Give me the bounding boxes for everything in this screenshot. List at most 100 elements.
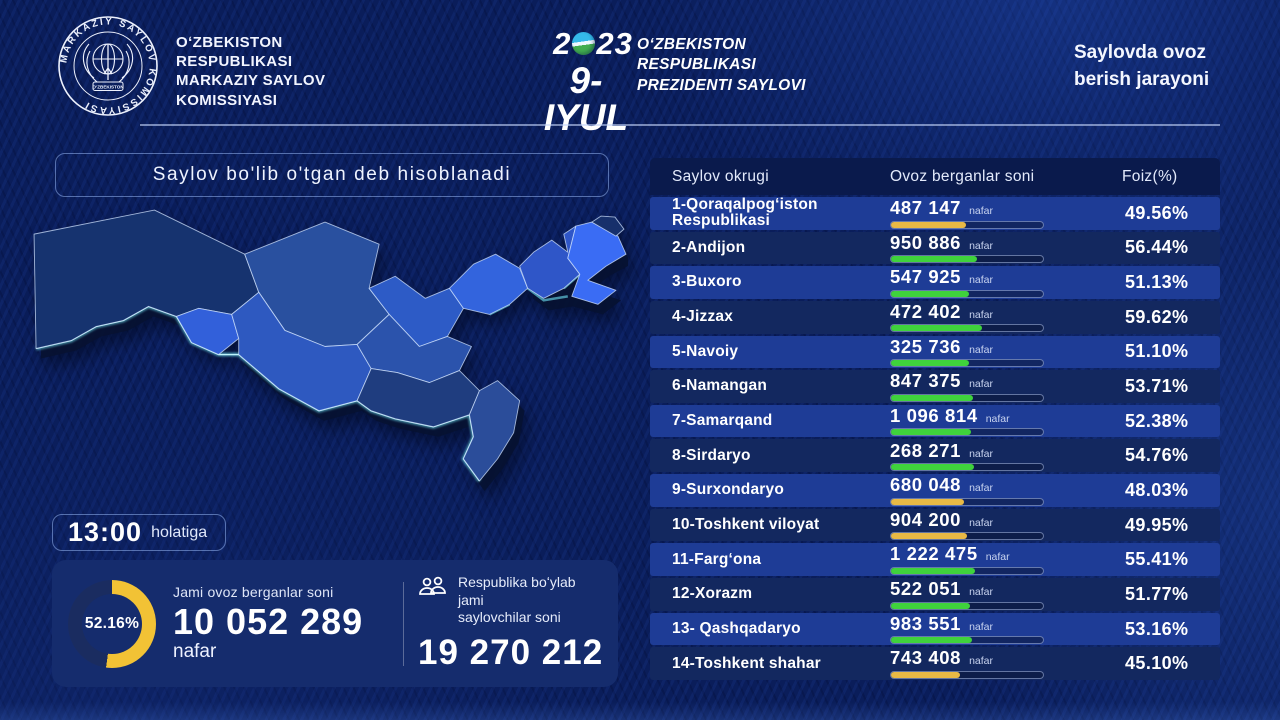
votes-value: 743 408 xyxy=(890,647,962,669)
progress-fill xyxy=(891,221,967,228)
progress-track xyxy=(890,566,1044,575)
progress-fill xyxy=(891,290,969,297)
progress-track xyxy=(890,532,1044,541)
status-line: berish jarayoni xyxy=(1074,68,1210,90)
progress-fill xyxy=(891,498,964,505)
logo-year: 2 23 xyxy=(543,28,643,59)
map-region-toshkent xyxy=(448,253,529,315)
commission-line: MARKAZIY SAYLOV xyxy=(176,72,326,90)
col-header-percent: Foiz(%) xyxy=(1122,167,1178,185)
map-region-surxondaryo xyxy=(462,380,521,482)
progress-fill xyxy=(891,464,975,471)
progress-track xyxy=(890,359,1044,368)
table-row: 3-Buxoro 547 925 nafar 51.13% xyxy=(650,266,1220,299)
votes-value: 268 271 xyxy=(890,439,962,461)
region-name: 9-Surxondaryo xyxy=(672,481,784,499)
col-header-region: Saylov okrugi xyxy=(672,167,769,185)
election-line: PREZIDENTI SAYLOVI xyxy=(637,76,806,94)
progress-fill xyxy=(891,360,969,367)
uzbekistan-map xyxy=(33,209,628,491)
votes-cell: 983 551 nafar xyxy=(890,614,1122,645)
table-row: 8-Sirdaryo 268 271 nafar 54.76% xyxy=(650,439,1220,473)
votes-value: 522 051 xyxy=(890,578,962,600)
electorate-block: Respublika boʻylab jami saylovchilar son… xyxy=(418,574,604,673)
progress-track xyxy=(890,428,1044,437)
time-value: 13:00 xyxy=(68,517,143,547)
progress-fill xyxy=(891,567,976,574)
table-row: 7-Samarqand 1 096 814 nafar 52.38% xyxy=(650,404,1220,438)
progress-fill xyxy=(891,256,977,263)
region-name: 8-Sirdaryo xyxy=(672,446,751,464)
votes-unit: nafar xyxy=(969,274,994,287)
map-title: Saylov bo'lib o'tgan deb hisoblanadi xyxy=(152,164,512,185)
commission-title: OʻZBEKISTON RESPUBLIKASI MARKAZIY SAYLOV… xyxy=(176,33,325,110)
electorate-label-line: Respublika boʻylab jami xyxy=(458,574,576,608)
cec-seal-logo: MARKAZIY SAYLOV KOMISSIYASI OʻZBEKISTON xyxy=(58,16,158,116)
votes-unit: nafar xyxy=(969,586,994,599)
votes-value: 487 147 xyxy=(890,197,962,219)
election-line: OʻZBEKISTON xyxy=(637,36,746,53)
percent-value: 49.95% xyxy=(1125,514,1189,535)
progress-track xyxy=(890,324,1044,333)
map-region-xorazm xyxy=(176,307,240,355)
votes-unit: nafar xyxy=(969,343,994,356)
progress-fill xyxy=(891,394,973,401)
votes-value: 950 886 xyxy=(890,231,962,253)
progress-track xyxy=(890,220,1044,229)
votes-cell: 950 886 nafar xyxy=(890,233,1122,264)
votes-value: 472 402 xyxy=(890,300,962,322)
progress-fill xyxy=(891,325,982,332)
votes-unit: nafar xyxy=(969,620,994,633)
votes-cell: 325 736 nafar xyxy=(890,337,1122,368)
header-divider xyxy=(140,124,1220,126)
progress-track xyxy=(890,497,1044,506)
progress-track xyxy=(890,601,1044,610)
commission-line: OʻZBEKISTON xyxy=(176,34,283,51)
votes-cell: 680 048 nafar xyxy=(890,475,1122,506)
progress-track xyxy=(890,636,1044,645)
percent-value: 52.38% xyxy=(1125,410,1189,431)
total-votes-value: 10 052 289 xyxy=(173,600,364,642)
votes-cell: 487 147 nafar xyxy=(890,198,1122,229)
progress-fill xyxy=(891,533,967,540)
votes-cell: 268 271 nafar xyxy=(890,441,1122,472)
percent-value: 53.71% xyxy=(1125,376,1189,397)
seal-emblem xyxy=(82,43,134,83)
map-title-box: Saylov bo'lib o'tgan deb hisoblanadi xyxy=(55,153,609,197)
votes-value: 904 200 xyxy=(890,508,962,530)
region-name: 10-Toshkent viloyat xyxy=(672,515,820,533)
region-name: 2-Andijon xyxy=(672,238,746,256)
progress-track xyxy=(890,670,1044,679)
votes-unit: nafar xyxy=(969,205,994,218)
table-row: 12-Xorazm 522 051 nafar 51.77% xyxy=(650,578,1220,611)
votes-cell: 547 925 nafar xyxy=(890,267,1122,298)
region-name: 11-Fargʻona xyxy=(672,550,762,568)
progress-fill xyxy=(891,671,960,678)
votes-cell: 472 402 nafar xyxy=(890,302,1122,333)
map-region-namangan xyxy=(519,225,581,299)
progress-track xyxy=(890,463,1044,472)
total-votes-label: Jami ovoz berganlar soni xyxy=(173,583,334,600)
election-line: RESPUBLIKASI xyxy=(637,56,757,74)
time-suffix: holatiga xyxy=(151,523,208,541)
table-row: 2-Andijon 950 886 nafar 56.44% xyxy=(650,231,1220,265)
results-table: Saylov okrugi Ovoz berganlar soni Foiz(%… xyxy=(650,158,1220,680)
table-row: 6-Namangan 847 375 nafar 53.71% xyxy=(650,370,1220,403)
progress-track xyxy=(890,255,1044,264)
table-row: 11-Fargʻona 1 222 475 nafar 55.41% xyxy=(650,543,1220,577)
votes-unit: nafar xyxy=(969,308,994,321)
votes-cell: 1 222 475 nafar xyxy=(890,544,1122,575)
progress-track xyxy=(890,289,1044,298)
time-box: 13:00 holatiga xyxy=(52,514,226,551)
votes-unit: nafar xyxy=(969,655,994,668)
percent-value: 53.16% xyxy=(1125,618,1189,639)
header-status-text: Saylovda ovoz berish jarayoni xyxy=(1074,40,1209,93)
votes-unit: nafar xyxy=(969,378,994,391)
turnout-percent: 52.16% xyxy=(84,614,140,632)
card-divider xyxy=(403,581,404,666)
table-row: 14-Toshkent shahar 743 408 nafar 45.10% xyxy=(650,647,1220,680)
votes-cell: 743 408 nafar xyxy=(890,648,1122,679)
region-name: 1-Qoraqalpogʻiston Respublikasi xyxy=(672,196,818,230)
commission-line: RESPUBLIKASI xyxy=(176,53,293,71)
votes-unit: nafar xyxy=(985,412,1010,425)
